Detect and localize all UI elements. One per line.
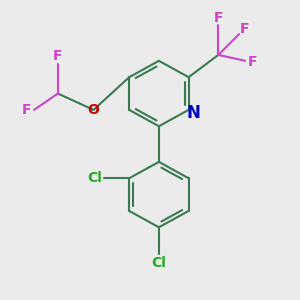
Text: Cl: Cl <box>152 256 166 270</box>
Text: F: F <box>22 103 32 117</box>
Text: F: F <box>248 56 257 69</box>
Text: F: F <box>53 50 63 63</box>
Text: F: F <box>240 22 249 36</box>
Text: Cl: Cl <box>88 171 103 185</box>
Text: N: N <box>186 104 200 122</box>
Text: F: F <box>214 11 223 25</box>
Text: O: O <box>88 103 100 117</box>
